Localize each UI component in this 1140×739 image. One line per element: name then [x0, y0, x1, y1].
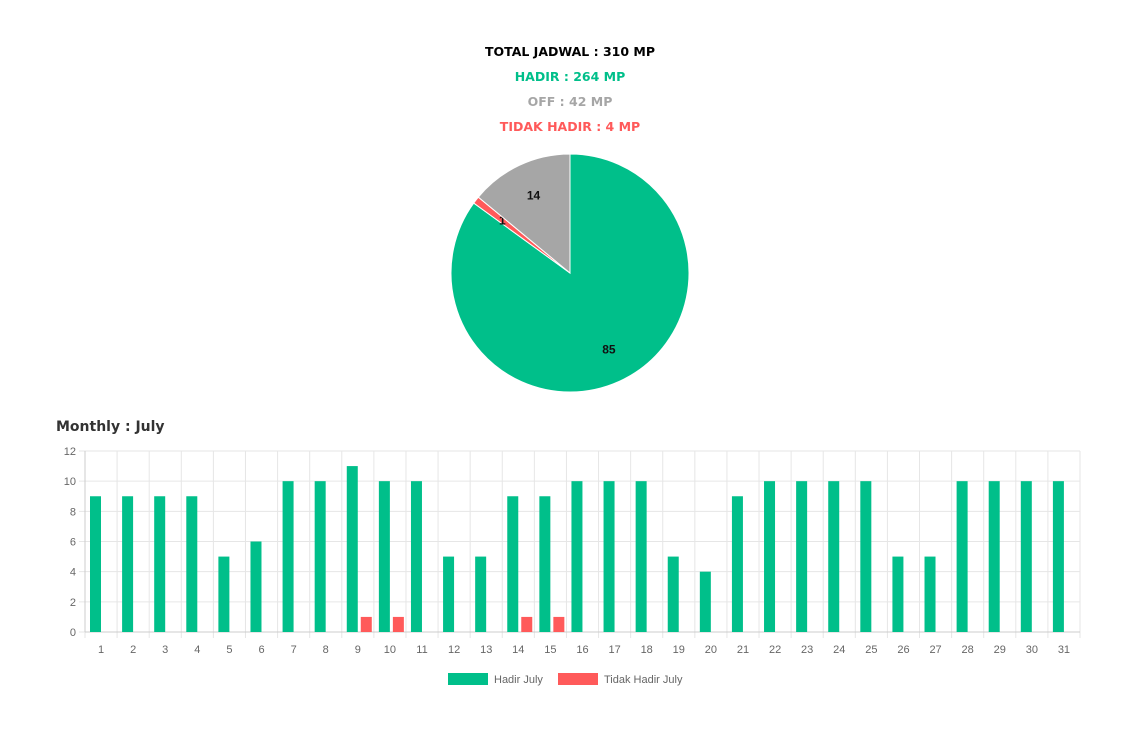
- summary-block: TOTAL JADWAL : 310 MP HADIR : 264 MP OFF…: [0, 42, 1140, 142]
- bar-hadir-day-13[interactable]: [475, 556, 487, 632]
- bar-hadir-day-19[interactable]: [667, 556, 679, 632]
- bar-hadir-day-2[interactable]: [122, 496, 134, 632]
- x-tick-label: 13: [480, 644, 492, 656]
- x-tick-label: 11: [416, 644, 427, 656]
- x-tick-label: 8: [323, 644, 329, 656]
- y-tick-label: 10: [64, 476, 76, 488]
- bar-hadir-day-5[interactable]: [218, 556, 230, 632]
- bar-hadir-day-22[interactable]: [764, 481, 776, 632]
- x-tick-label: 16: [576, 644, 588, 656]
- x-tick-label: 5: [226, 644, 232, 656]
- bar-hadir-day-7[interactable]: [282, 481, 294, 632]
- bar-hadir-day-3[interactable]: [154, 496, 166, 632]
- x-tick-label: 24: [833, 644, 845, 656]
- x-tick-label: 26: [897, 644, 909, 656]
- x-tick-label: 27: [929, 644, 941, 656]
- x-tick-label: 2: [130, 644, 136, 656]
- pie-label-hadir: 85: [602, 342, 616, 356]
- x-tick-label: 14: [512, 644, 524, 656]
- bar-hadir-day-6[interactable]: [250, 541, 262, 633]
- x-tick-label: 9: [355, 644, 361, 656]
- x-tick-label: 23: [801, 644, 813, 656]
- off-label: OFF : 42 MP: [527, 94, 613, 109]
- x-tick-label: 19: [673, 644, 685, 656]
- bar-tidak-hadir-day-14[interactable]: [521, 616, 533, 632]
- tidak-hadir-label: TIDAK HADIR : 4 MP: [499, 119, 641, 134]
- bar-hadir-day-28[interactable]: [956, 481, 968, 632]
- bar-hadir-day-17[interactable]: [603, 481, 615, 632]
- bar-tidak-hadir-day-9[interactable]: [360, 616, 372, 632]
- legend-label-tidak-hadir[interactable]: Tidak Hadir July: [604, 674, 683, 686]
- x-tick-label: 12: [448, 644, 460, 656]
- y-tick-label: 12: [64, 446, 76, 458]
- pie-label-off: 14: [527, 188, 541, 202]
- bar-hadir-day-14[interactable]: [507, 496, 519, 632]
- bar-hadir-day-21[interactable]: [731, 496, 743, 632]
- bar-hadir-day-24[interactable]: [828, 481, 840, 632]
- y-tick-label: 6: [70, 537, 76, 549]
- bar-hadir-day-15[interactable]: [539, 496, 551, 632]
- legend-swatch-tidak-hadir[interactable]: [558, 673, 598, 685]
- y-tick-label: 8: [70, 506, 76, 518]
- x-tick-label: 7: [291, 644, 297, 656]
- bar-hadir-day-11[interactable]: [410, 481, 422, 632]
- x-tick-label: 17: [608, 644, 620, 656]
- x-tick-label: 6: [258, 644, 264, 656]
- x-tick-label: 3: [162, 644, 168, 656]
- pie-slice-off[interactable]: [477, 153, 571, 275]
- x-tick-label: 31: [1058, 644, 1070, 656]
- x-tick-label: 25: [865, 644, 877, 656]
- bar-hadir-day-20[interactable]: [699, 571, 711, 632]
- bar-tidak-hadir-day-10[interactable]: [392, 616, 404, 632]
- x-tick-label: 22: [769, 644, 781, 656]
- pie-label-tidak-hadir: 1: [499, 213, 506, 227]
- x-tick-label: 1: [98, 644, 104, 656]
- bar-hadir-day-16[interactable]: [571, 481, 583, 632]
- bar-hadir-day-1[interactable]: [90, 496, 101, 632]
- x-tick-label: 21: [737, 644, 749, 656]
- legend-swatch-hadir[interactable]: [448, 673, 488, 685]
- bar-hadir-day-29[interactable]: [988, 481, 1000, 632]
- x-tick-label: 30: [1026, 644, 1038, 656]
- bar-hadir-day-12[interactable]: [443, 556, 455, 632]
- bar-hadir-day-18[interactable]: [635, 481, 647, 632]
- bar-hadir-day-9[interactable]: [346, 466, 358, 632]
- x-tick-label: 18: [641, 644, 653, 656]
- bar-hadir-day-8[interactable]: [314, 481, 326, 632]
- x-tick-label: 15: [544, 644, 556, 656]
- x-tick-label: 28: [962, 644, 974, 656]
- y-tick-label: 2: [70, 597, 76, 609]
- hadir-label: HADIR : 264 MP: [514, 69, 626, 84]
- monthly-chart-title: Monthly : July: [56, 419, 165, 435]
- bar-hadir-day-23[interactable]: [796, 481, 808, 632]
- pie-chart: 85 1 14: [450, 153, 690, 393]
- bar-hadir-day-25[interactable]: [860, 481, 872, 632]
- bar-hadir-day-4[interactable]: [186, 496, 198, 632]
- legend-label-hadir[interactable]: Hadir July: [494, 674, 543, 686]
- x-tick-label: 20: [705, 644, 717, 656]
- x-tick-label: 10: [384, 644, 396, 656]
- x-tick-label: 29: [994, 644, 1006, 656]
- bar-hadir-day-30[interactable]: [1020, 481, 1032, 632]
- bar-hadir-day-27[interactable]: [924, 556, 936, 632]
- x-tick-label: 4: [194, 644, 200, 656]
- bar-tidak-hadir-day-15[interactable]: [553, 616, 565, 632]
- y-tick-label: 0: [70, 627, 76, 639]
- bar-hadir-day-26[interactable]: [892, 556, 904, 632]
- bar-hadir-day-31[interactable]: [1052, 481, 1064, 632]
- bar-hadir-day-10[interactable]: [378, 481, 390, 632]
- total-jadwal-label: TOTAL JADWAL : 310 MP: [484, 44, 655, 59]
- y-tick-label: 4: [70, 567, 76, 579]
